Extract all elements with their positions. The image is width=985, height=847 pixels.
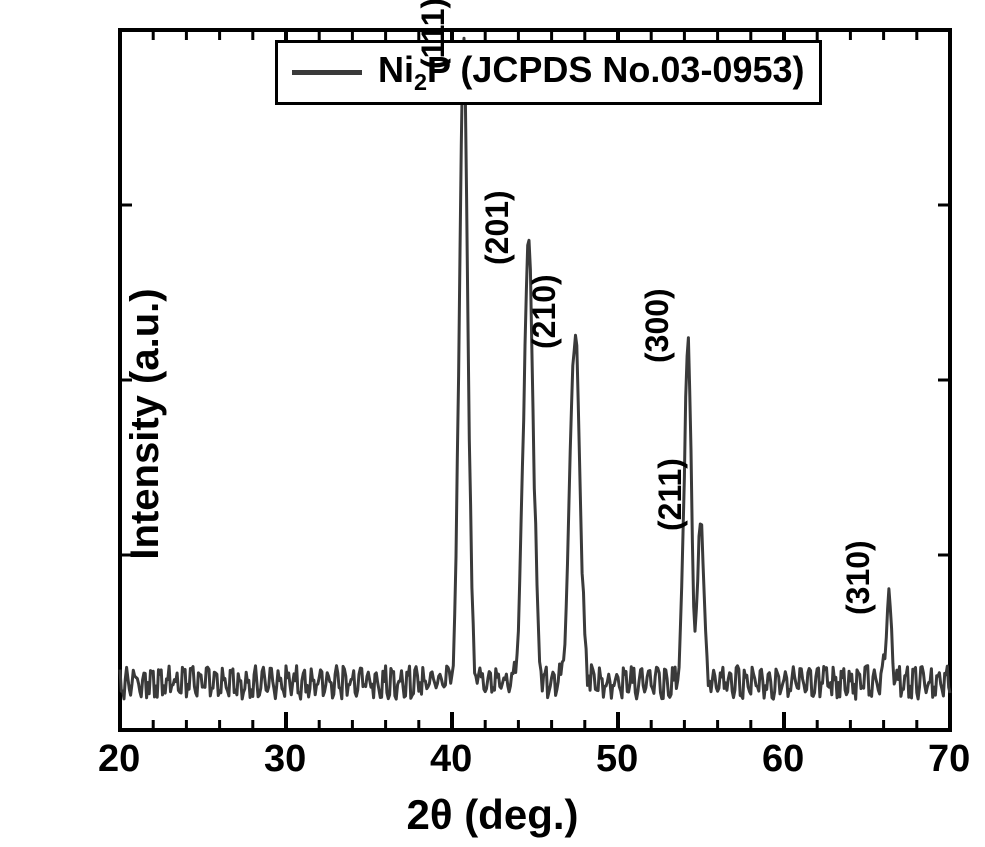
x-axis-label: 2θ (deg.) <box>0 791 985 839</box>
peak-label: (201) <box>479 190 516 265</box>
x-tick-label: 70 <box>928 738 970 781</box>
y-axis-label: Intensity (a.u.) <box>123 288 168 559</box>
peak-label: (300) <box>639 288 676 363</box>
x-tick-label: 20 <box>98 738 140 781</box>
xrd-chart: Intensity (a.u.) 2θ (deg.) Ni2P (JCPDS N… <box>0 0 985 847</box>
peak-label: (111) <box>415 0 452 69</box>
x-tick-label: 30 <box>264 738 306 781</box>
x-tick-label: 50 <box>596 738 638 781</box>
peak-label: (210) <box>526 274 563 349</box>
legend: Ni2P (JCPDS No.03-0953) <box>275 40 822 105</box>
peak-label: (310) <box>840 540 877 615</box>
x-tick-label: 40 <box>430 738 472 781</box>
legend-swatch <box>292 70 362 75</box>
x-tick-label: 60 <box>762 738 804 781</box>
peak-label: (211) <box>652 458 689 531</box>
